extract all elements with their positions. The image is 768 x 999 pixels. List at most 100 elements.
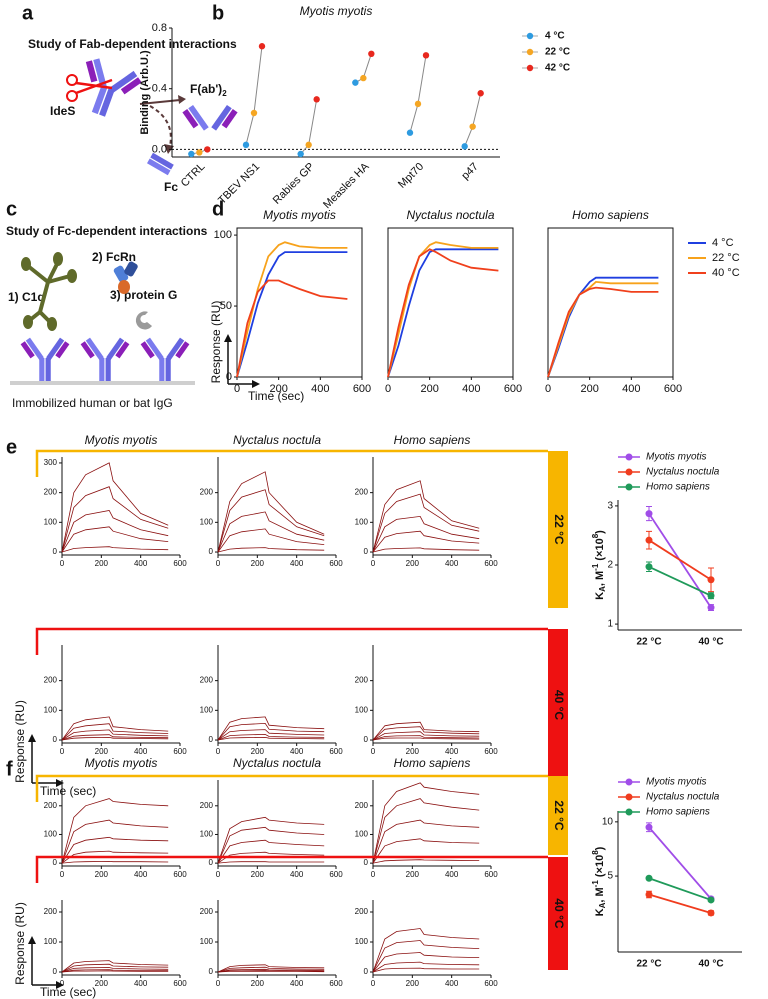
y-tick-label: 0 xyxy=(53,858,58,867)
point xyxy=(707,909,715,917)
x-tick-label: 200 xyxy=(95,870,109,879)
fcrn-icon xyxy=(124,261,138,277)
series-line xyxy=(236,279,348,378)
x-tick-label: 0 xyxy=(60,747,65,756)
fc-chain xyxy=(45,358,51,381)
axis-arrow xyxy=(31,942,58,986)
fc-chain xyxy=(99,358,105,381)
y-tick-label: 0 xyxy=(53,547,58,556)
x-tick-label: 200 xyxy=(251,870,265,879)
heavy-chain xyxy=(166,337,185,361)
fab-arm xyxy=(211,104,238,131)
y-tick-label: 0 xyxy=(209,547,214,556)
light-chain xyxy=(221,109,238,129)
heavy-chain xyxy=(93,58,107,89)
y-axis-label-part: K xyxy=(594,908,606,916)
y-axis-label-part: 8 xyxy=(591,850,600,855)
x-tick-label: Rabies GP xyxy=(271,161,317,207)
fab-arm xyxy=(109,70,142,95)
series-line xyxy=(387,248,499,378)
series-line xyxy=(217,968,325,973)
series-line xyxy=(61,546,169,553)
y-tick-label: 100 xyxy=(200,937,214,946)
series-line xyxy=(648,877,712,901)
chart-title: Nyctalus noctula xyxy=(233,433,321,447)
point xyxy=(645,891,653,899)
y-tick-label: 200 xyxy=(200,676,214,685)
panel-label: e xyxy=(6,436,17,458)
y-tick-label: 100 xyxy=(200,830,214,839)
x-tick-label: 400 xyxy=(445,747,459,756)
series-line xyxy=(61,716,169,741)
y-tick-label: 5 xyxy=(607,871,613,882)
y-tick-label: 200 xyxy=(200,801,214,810)
x-tick-label: 200 xyxy=(95,559,109,568)
heavy-chain xyxy=(188,104,209,131)
arrow-head xyxy=(56,981,64,989)
series-line xyxy=(372,480,480,553)
x-tick-label: 600 xyxy=(329,559,343,568)
y-tick-label: 50 xyxy=(220,300,232,312)
x-tick-label: 0 xyxy=(385,383,391,395)
x-tick-label: 0 xyxy=(234,383,240,395)
y-axis-label-part: K xyxy=(594,592,606,600)
chart-title: Myotis myotis xyxy=(85,756,158,770)
temperature-bar xyxy=(548,857,568,970)
y-tick-label: 300 xyxy=(44,458,58,467)
series-line xyxy=(217,471,325,553)
antibody-icon xyxy=(20,337,70,381)
series-line xyxy=(648,893,712,914)
dot xyxy=(242,141,250,149)
legend-label: 22 °C xyxy=(545,47,570,58)
series-line xyxy=(372,819,480,864)
antibody-icon xyxy=(80,337,130,381)
y-axis-label-part: , M xyxy=(594,887,606,902)
x-tick-label: 400 xyxy=(134,979,148,988)
series-line xyxy=(61,960,169,973)
x-tick-label: 600 xyxy=(504,383,522,395)
x-tick-label: 600 xyxy=(173,559,187,568)
dot xyxy=(461,143,468,150)
antibody-icon xyxy=(85,58,142,117)
x-tick-label: CTRL xyxy=(179,161,208,190)
dot xyxy=(188,150,195,158)
chart-title: Myotis myotis xyxy=(300,4,373,18)
series-line xyxy=(372,721,480,741)
temperature-bar xyxy=(548,629,568,781)
series-line xyxy=(372,493,480,553)
y-tick-label: 100 xyxy=(355,937,369,946)
legend-label: Homo sapiens xyxy=(646,807,710,818)
series-line xyxy=(61,736,169,741)
x-tick-label: 0 xyxy=(216,559,221,568)
y-tick-label: 100 xyxy=(355,705,369,714)
light-chain xyxy=(140,341,155,359)
dot xyxy=(196,149,203,156)
y-tick-label: 0 xyxy=(364,547,369,556)
y-tick-label: 200 xyxy=(44,907,58,916)
y-axis-label: Response (RU) xyxy=(13,902,27,985)
legend-label: Homo sapiens xyxy=(646,482,710,493)
x-tick-label: 200 xyxy=(580,383,598,395)
series-line xyxy=(217,826,325,864)
surface-label: Immobilized human or bat IgG xyxy=(12,396,173,410)
fab-arm xyxy=(182,104,209,131)
heavy-chain xyxy=(211,104,232,131)
fab-arm xyxy=(140,337,164,361)
series-line xyxy=(61,734,169,741)
x-tick-label: p47 xyxy=(459,161,480,182)
x-tick-label: 400 xyxy=(311,383,329,395)
series-line xyxy=(217,966,325,973)
arrow-head xyxy=(224,334,232,342)
y-axis-label-part: A xyxy=(598,586,607,592)
series-line xyxy=(61,486,169,553)
legend-label: 4 °C xyxy=(545,31,565,42)
point xyxy=(707,592,715,600)
legend-label: 40 °C xyxy=(712,267,740,279)
x-tick-label: 200 xyxy=(251,559,265,568)
y-axis-label-part: , M xyxy=(594,571,606,586)
fab-arm xyxy=(106,337,130,361)
series-line xyxy=(372,859,480,864)
light-chain xyxy=(182,109,199,129)
arrow-head xyxy=(28,734,36,742)
